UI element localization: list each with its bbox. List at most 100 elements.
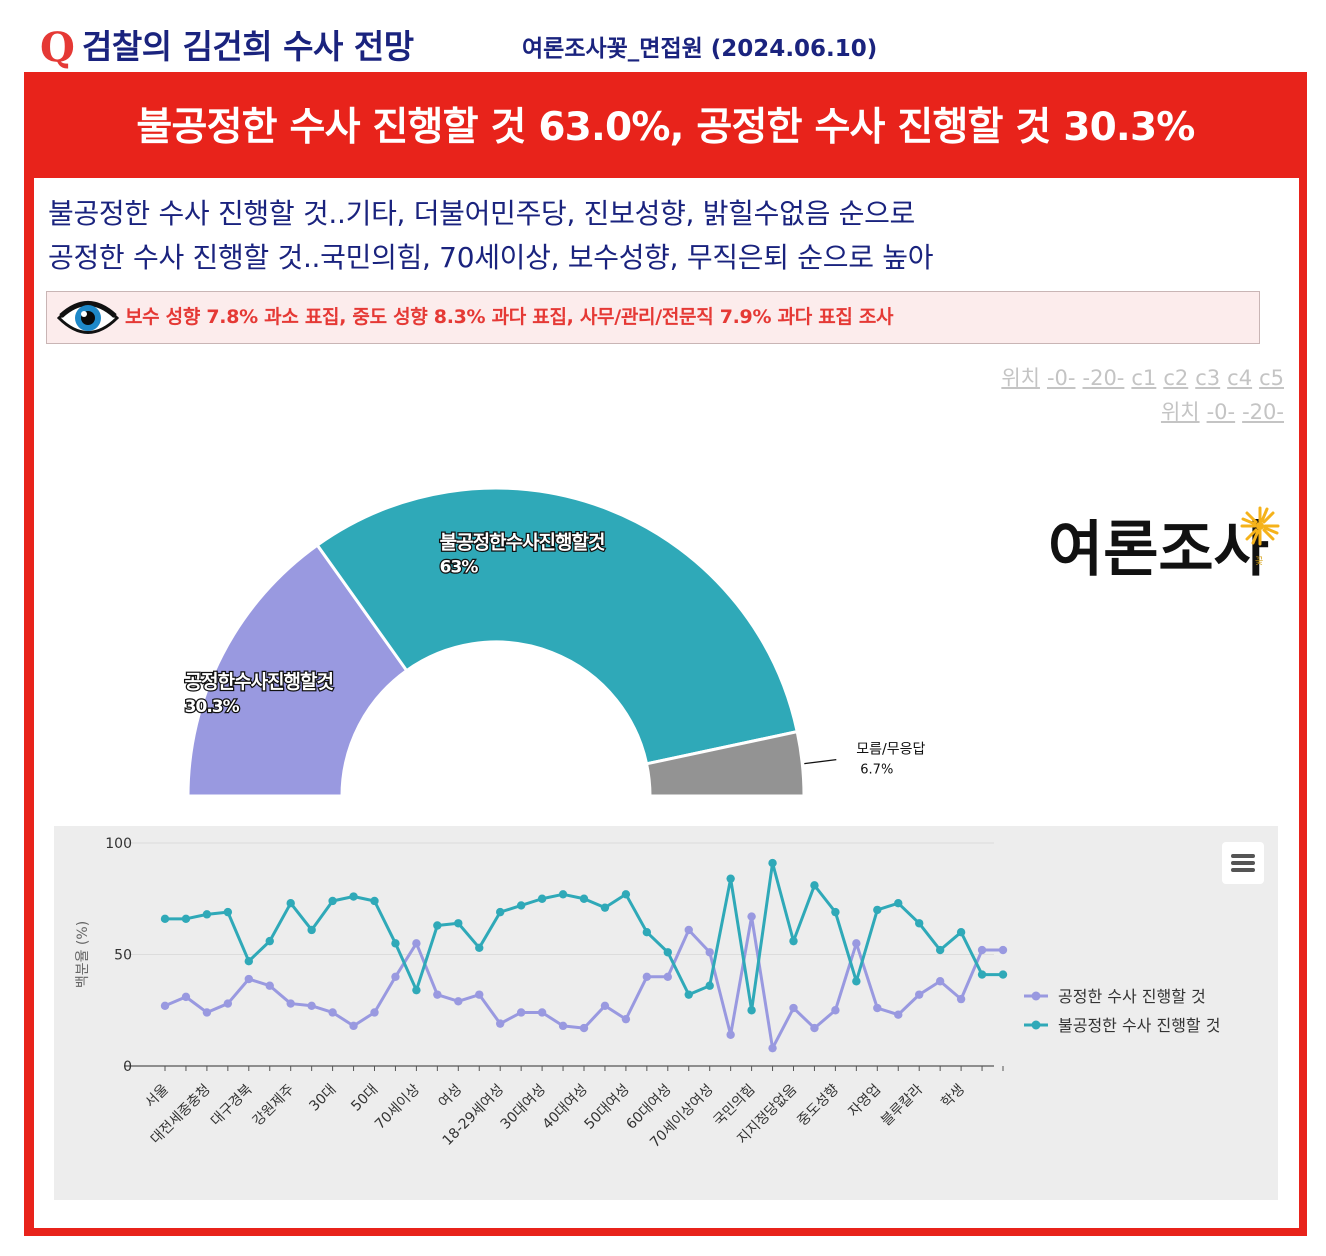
data-point[interactable] (412, 939, 421, 948)
data-point[interactable] (537, 894, 547, 903)
data-point[interactable] (935, 945, 945, 955)
data-point[interactable] (663, 948, 672, 957)
data-point[interactable] (663, 972, 672, 981)
data-point[interactable] (454, 919, 463, 928)
donut-slice[interactable] (645, 730, 806, 798)
data-point[interactable] (873, 905, 882, 915)
data-point[interactable] (600, 903, 610, 912)
data-point[interactable] (391, 972, 400, 981)
data-point[interactable] (391, 939, 400, 948)
data-point[interactable] (244, 956, 253, 966)
data-point[interactable] (747, 1006, 756, 1015)
data-point[interactable] (894, 1010, 903, 1019)
data-point[interactable] (956, 994, 966, 1004)
data-point[interactable] (265, 981, 274, 990)
donut-slice[interactable] (186, 543, 409, 798)
data-point[interactable] (768, 1043, 777, 1053)
data-point[interactable] (705, 981, 714, 990)
data-point[interactable] (537, 1008, 547, 1017)
data-point[interactable] (831, 1006, 840, 1015)
data-point[interactable] (684, 990, 693, 999)
data-point[interactable] (516, 901, 526, 910)
data-point[interactable] (496, 907, 505, 917)
data-point[interactable] (202, 1008, 212, 1017)
data-point[interactable] (202, 910, 212, 919)
data-point[interactable] (621, 1014, 631, 1024)
data-point[interactable] (412, 985, 421, 995)
data-point[interactable] (810, 1023, 819, 1033)
data-point[interactable] (223, 999, 233, 1008)
data-point[interactable] (810, 881, 819, 890)
data-point[interactable] (349, 1021, 358, 1031)
data-point[interactable] (747, 912, 756, 921)
legend-item[interactable]: 공정한 수사 진행할 것 (1058, 987, 1206, 1006)
data-point[interactable] (349, 892, 358, 901)
data-point[interactable] (244, 974, 253, 984)
data-point[interactable] (328, 896, 337, 906)
data-point[interactable] (307, 925, 316, 935)
data-point[interactable] (475, 990, 484, 999)
data-point[interactable] (286, 999, 295, 1008)
data-point[interactable] (935, 977, 945, 986)
position-link[interactable]: -20- (1082, 366, 1125, 390)
data-point[interactable] (789, 1003, 798, 1013)
position-link[interactable]: c2 (1163, 366, 1189, 390)
data-point[interactable] (558, 890, 568, 899)
data-point[interactable] (852, 939, 861, 948)
chart-menu-button[interactable] (1222, 842, 1264, 884)
data-point[interactable] (265, 936, 274, 946)
data-point[interactable] (873, 1003, 882, 1013)
data-point[interactable] (705, 948, 714, 957)
slice-value: 30.3% (185, 697, 240, 717)
data-point[interactable] (789, 936, 798, 946)
position-link[interactable]: -0- (1046, 366, 1076, 390)
data-point[interactable] (956, 928, 966, 937)
data-point[interactable] (496, 1019, 505, 1028)
data-point[interactable] (370, 1008, 379, 1017)
data-point[interactable] (433, 990, 442, 999)
data-point[interactable] (558, 1021, 568, 1031)
position-link[interactable]: -20- (1242, 400, 1284, 424)
data-point[interactable] (642, 928, 652, 937)
position-link[interactable]: -0- (1206, 400, 1236, 424)
data-point[interactable] (621, 890, 631, 899)
data-point[interactable] (181, 992, 191, 1002)
data-point[interactable] (684, 925, 693, 935)
position-link[interactable]: 위치 (1001, 366, 1040, 390)
data-point[interactable] (516, 1008, 526, 1017)
data-point[interactable] (454, 997, 463, 1006)
data-point[interactable] (998, 970, 1008, 979)
position-link[interactable]: c4 (1227, 366, 1253, 390)
position-link[interactable]: c3 (1195, 366, 1221, 390)
data-point[interactable] (894, 899, 903, 908)
data-point[interactable] (768, 858, 777, 868)
data-point[interactable] (328, 1008, 337, 1017)
position-link[interactable]: 위치 (1160, 400, 1200, 424)
data-point[interactable] (915, 990, 924, 999)
data-point[interactable] (977, 945, 987, 955)
data-point[interactable] (223, 907, 233, 917)
data-point[interactable] (307, 1001, 316, 1010)
data-point[interactable] (579, 894, 589, 903)
data-point[interactable] (181, 914, 191, 924)
data-point[interactable] (160, 1001, 170, 1010)
data-point[interactable] (160, 914, 170, 924)
donut-slice[interactable] (315, 486, 799, 766)
data-point[interactable] (977, 970, 987, 979)
data-point[interactable] (475, 943, 484, 953)
data-point[interactable] (831, 907, 840, 917)
data-point[interactable] (579, 1023, 589, 1033)
legend-item[interactable]: 불공정한 수사 진행할 것 (1058, 1016, 1220, 1035)
data-point[interactable] (370, 896, 379, 906)
data-point[interactable] (915, 919, 924, 928)
data-point[interactable] (600, 1001, 610, 1010)
position-link[interactable]: c5 (1259, 366, 1284, 390)
data-point[interactable] (852, 977, 861, 986)
data-point[interactable] (642, 972, 652, 981)
data-point[interactable] (433, 921, 442, 930)
data-point[interactable] (726, 874, 735, 883)
data-point[interactable] (286, 899, 295, 908)
position-link[interactable]: c1 (1131, 366, 1157, 390)
data-point[interactable] (726, 1030, 735, 1039)
data-point[interactable] (998, 945, 1008, 955)
